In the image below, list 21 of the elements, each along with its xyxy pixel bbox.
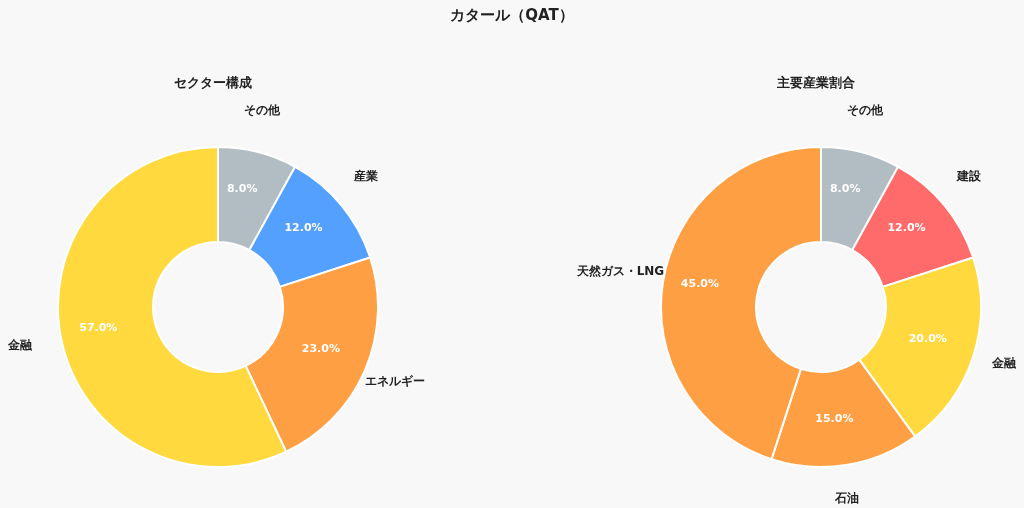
data-label: 8.0% [226,181,258,195]
data-label: 8.0% [829,181,861,195]
text: カタール（QAT） [449,6,575,25]
data-label: 12.0% [284,220,323,234]
data-label: 45.0% [680,277,720,291]
data-label: 15.0% [815,411,854,425]
chart-subtitle: 主要産業割合 [776,74,856,92]
slice-label: 石油 [833,490,859,505]
data-label: 23.0% [301,342,340,356]
slice-label: その他 [847,103,885,118]
slice-label: 産業 [352,168,378,183]
slice-label: 天然ガス・LNG [575,264,665,279]
slice-label: 金融 [6,338,33,353]
slice-label: 金融 [991,356,1018,371]
data-label: 20.0% [908,331,947,345]
chart-subtitle: セクター構成 [173,74,253,92]
slice-label: エネルギー [364,373,425,388]
slice-label: 建設 [955,168,982,183]
data-label: 57.0% [79,321,118,335]
data-label: 12.0% [887,220,926,234]
slice-label: その他 [244,103,282,118]
